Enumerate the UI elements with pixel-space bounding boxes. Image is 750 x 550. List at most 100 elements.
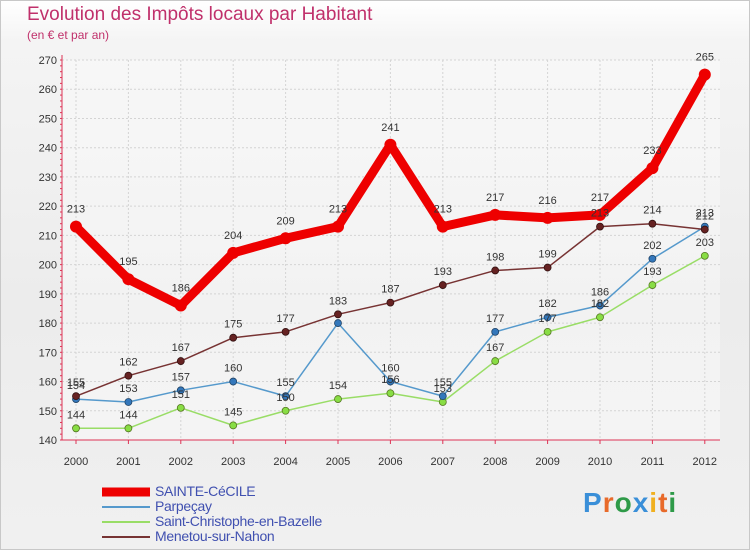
- data-label: 167: [172, 342, 190, 354]
- data-label: 193: [643, 266, 661, 278]
- data-point: [491, 266, 500, 275]
- data-label: 212: [696, 211, 714, 223]
- legend-swatch: [102, 521, 150, 523]
- data-point: [648, 219, 657, 228]
- data-label: 193: [434, 266, 452, 278]
- proxiti-logo: Proxiti: [583, 487, 677, 519]
- data-label: 195: [119, 256, 137, 268]
- data-point: [491, 357, 500, 365]
- logo-letter: r: [602, 487, 615, 518]
- data-label: 175: [224, 319, 242, 331]
- data-point: [122, 273, 135, 286]
- data-point: [596, 313, 604, 322]
- data-label: 177: [486, 313, 504, 325]
- logo-letter: x: [632, 487, 650, 518]
- x-tick-label: 2005: [326, 456, 350, 468]
- chart-title: Evolution des Impôts locaux par Habitant: [27, 4, 373, 25]
- y-tick-label: 270: [39, 55, 57, 67]
- data-label: 213: [329, 204, 347, 216]
- legend-swatch: [102, 536, 150, 538]
- x-tick-label: 2007: [431, 456, 455, 468]
- y-tick-label: 220: [39, 201, 57, 213]
- data-point: [72, 392, 80, 401]
- data-point: [594, 208, 606, 221]
- y-tick-label: 260: [39, 84, 57, 96]
- data-point: [176, 386, 185, 395]
- data-label: 155: [67, 377, 85, 389]
- data-point: [384, 138, 397, 151]
- data-label: 154: [329, 380, 347, 392]
- data-point: [279, 232, 292, 245]
- y-tick-label: 190: [39, 289, 57, 301]
- x-tick-label: 2010: [588, 456, 612, 468]
- data-point: [646, 162, 659, 175]
- data-point: [176, 357, 185, 365]
- data-point: [438, 281, 447, 289]
- data-point: [436, 220, 449, 233]
- data-label: 153: [119, 383, 137, 395]
- x-tick-label: 2009: [535, 456, 559, 468]
- data-point: [332, 220, 344, 233]
- data-label: 265: [696, 52, 714, 64]
- data-point: [334, 319, 342, 327]
- y-tick-label: 240: [39, 143, 57, 155]
- data-point: [541, 211, 554, 224]
- data-label: 183: [329, 295, 347, 307]
- x-tick-label: 2004: [273, 456, 297, 468]
- data-label: 213: [67, 204, 85, 216]
- data-point: [489, 208, 502, 221]
- logo-letter: i: [649, 487, 659, 518]
- y-tick-label: 250: [39, 113, 57, 125]
- data-label: 144: [67, 409, 85, 421]
- data-label: 216: [538, 195, 556, 207]
- data-label: 162: [119, 357, 137, 369]
- y-tick-label: 210: [39, 230, 57, 242]
- data-label: 154: [67, 380, 85, 392]
- data-label: 204: [224, 230, 242, 242]
- chart-subtitle: (en € et par an): [27, 28, 110, 42]
- x-tick-label: 2003: [221, 456, 245, 468]
- data-label: 209: [276, 215, 294, 227]
- logo-letter: i: [668, 487, 678, 518]
- data-point: [543, 327, 552, 336]
- data-point: [386, 389, 395, 398]
- data-point: [229, 333, 238, 342]
- y-tick-label: 160: [39, 377, 57, 389]
- data-label: 144: [119, 409, 137, 421]
- data-label: 202: [643, 240, 661, 252]
- data-point: [700, 225, 709, 234]
- data-point: [227, 246, 240, 259]
- data-point: [124, 371, 133, 380]
- data-label: 186: [591, 287, 609, 299]
- data-point: [124, 398, 133, 406]
- x-tick-label: 2006: [378, 456, 402, 468]
- data-point: [648, 281, 657, 289]
- data-label: 160: [381, 363, 399, 375]
- data-label: 182: [591, 298, 609, 310]
- data-point: [124, 424, 133, 433]
- data-label: 217: [486, 192, 504, 204]
- data-point: [334, 310, 342, 319]
- x-tick-label: 2002: [169, 456, 193, 468]
- data-point: [698, 68, 711, 81]
- data-label: 177: [538, 313, 556, 325]
- y-tick-label: 150: [39, 406, 57, 418]
- data-point: [176, 403, 185, 412]
- data-label: 213: [591, 208, 609, 220]
- data-label: 177: [276, 313, 294, 325]
- logo-letter: o: [614, 487, 633, 518]
- data-label: 186: [172, 283, 190, 295]
- data-label: 241: [381, 122, 399, 134]
- data-label: 150: [276, 392, 294, 404]
- data-point: [334, 395, 342, 403]
- data-label: 145: [224, 406, 242, 418]
- y-tick-label: 200: [39, 260, 57, 272]
- legend-label: Parpeçay: [155, 498, 212, 514]
- legend-label: SAINTE-CéCILE: [155, 483, 256, 499]
- data-point: [229, 421, 238, 430]
- data-label: 217: [591, 192, 609, 204]
- data-label: 233: [643, 145, 661, 157]
- x-tick-label: 2011: [641, 456, 665, 468]
- data-point: [70, 220, 82, 233]
